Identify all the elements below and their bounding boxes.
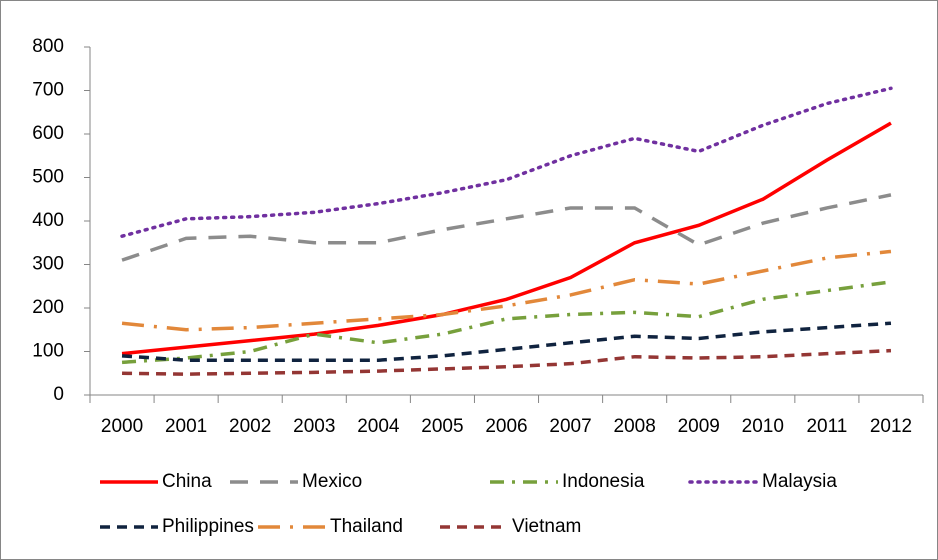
series-line [120,86,893,238]
y-tick-label: 100 [32,341,64,362]
x-tick-label: 2003 [293,416,335,437]
series-line [121,249,892,332]
y-tick-label: 500 [32,167,64,188]
x-tick-label: 2012 [870,416,912,437]
legend-label: China [162,471,212,492]
series-line [121,321,892,362]
x-tick-label: 2007 [549,416,591,437]
y-tick-label: 0 [53,384,64,405]
y-tick-label: 300 [32,254,64,275]
x-tick-label: 2009 [678,416,720,437]
x-tick-label: 2005 [421,416,463,437]
legend-label: Philippines [162,516,254,537]
x-tick-label: 2004 [357,416,400,437]
legend-label: Malaysia [762,471,837,492]
x-tick-label: 2002 [229,416,271,437]
y-tick-label: 200 [32,297,64,318]
series-line [121,193,892,262]
legend-label: Mexico [302,471,362,492]
series-line [121,121,892,356]
series-line [121,280,892,365]
x-tick-label: 2008 [614,416,656,437]
x-tick-label: 2010 [742,416,784,437]
y-tick-label: 800 [32,36,64,57]
y-tick-label: 700 [32,80,64,101]
x-tick-label: 2000 [101,416,143,437]
x-tick-label: 2001 [165,416,207,437]
y-tick-label: 600 [32,123,64,144]
series-line [122,348,892,376]
x-tick-label: 2006 [485,416,527,437]
legend-label: Indonesia [562,471,645,492]
legend-label: Vietnam [512,516,581,537]
y-tick-label: 400 [32,210,64,231]
legend-label: Thailand [330,516,403,537]
x-tick-label: 2011 [806,416,847,437]
